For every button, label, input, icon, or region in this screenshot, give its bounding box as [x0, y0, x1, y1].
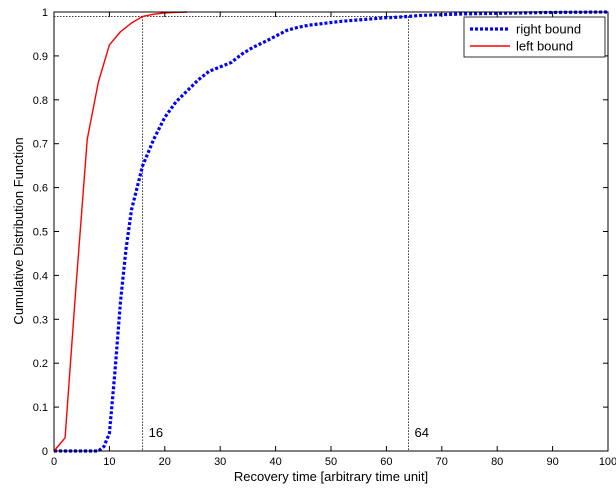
y-tick-label: 0.5: [33, 227, 48, 239]
x-tick-label: 50: [325, 456, 337, 468]
x-tick-label: 10: [103, 456, 115, 468]
x-tick-label: 20: [159, 456, 171, 468]
y-tick-label: 0.6: [33, 183, 48, 195]
y-axis-label: Cumulative Distribution Function: [11, 137, 26, 324]
y-tick-label: 1: [42, 7, 48, 19]
legend-label-left-bound: left bound: [516, 39, 573, 54]
series-line-right-bound: [54, 10, 609, 453]
x-tick-label: 90: [546, 456, 558, 468]
y-tick-label: 0.7: [33, 139, 48, 151]
plot-area: [54, 12, 608, 451]
y-tick-label: 0.1: [33, 402, 48, 414]
legend: right bound left bound: [463, 16, 606, 58]
y-tick-label: 0.4: [33, 270, 48, 282]
y-tick-label: 0.8: [33, 95, 48, 107]
x-tick-label: 0: [51, 456, 57, 468]
reference-line-label: 64: [415, 425, 429, 440]
reference-lines: 16 64: [54, 15, 429, 451]
axis-ticks: 0 10 20 30 40 50 60 70 80 90 100 0 0.1 0.2 0.3 0.4 0.5 0.…: [33, 7, 616, 468]
x-tick-label: 60: [380, 456, 392, 468]
y-tick-label: 0: [42, 446, 48, 458]
legend-label-right-bound: right bound: [516, 22, 581, 37]
x-tick-label: 30: [214, 456, 226, 468]
x-tick-label: 40: [269, 456, 281, 468]
y-tick-label: 0.9: [33, 51, 48, 63]
x-tick-label: 70: [436, 456, 448, 468]
y-tick-label: 0.2: [33, 358, 48, 370]
x-tick-label: 80: [491, 456, 503, 468]
x-tick-label: 100: [599, 456, 616, 468]
y-tick-label: 0.3: [33, 314, 48, 326]
x-axis-label: Recovery time [arbitrary time unit]: [234, 469, 428, 484]
reference-line-label: 16: [149, 425, 163, 440]
legend-box: [463, 16, 606, 58]
